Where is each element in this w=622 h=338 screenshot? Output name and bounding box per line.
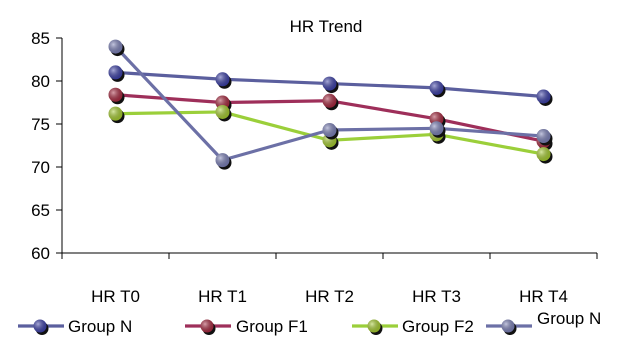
data-point-highlight [536,89,551,104]
data-point-highlight [108,39,123,54]
x-tick-label: HR T2 [305,287,354,306]
legend-label: Group F1 [236,317,308,336]
legend-item: Group N [486,309,601,335]
legend-item: Group N [18,317,132,336]
data-point-highlight [108,106,123,121]
data-point-highlight [322,93,337,108]
data-point-highlight [108,65,123,80]
data-point-highlight [429,80,444,95]
data-point-highlight [322,76,337,91]
data-point-highlight [322,123,337,138]
y-tick-label: 70 [31,158,50,177]
legend-item: Group F2 [352,317,474,336]
y-tick-label: 80 [31,72,50,91]
x-tick-label: HR T3 [412,287,461,306]
series-4 [108,39,553,170]
data-point-highlight [536,129,551,144]
legend-marker-highlight [367,319,381,333]
legend-label: Group F2 [402,317,474,336]
data-point-highlight [536,147,551,162]
legend-marker-highlight [200,319,214,333]
x-tick-label: HR T0 [91,287,140,306]
y-tick-label: 65 [31,201,50,220]
y-tick-label: 60 [31,244,50,263]
series-1 [108,65,553,106]
data-point-highlight [215,72,230,87]
axes: 60 65 70 75 80 85 HR T0 HR T1 HR T2 HR T3 HR T4 [31,29,598,306]
series-layer [108,39,553,170]
data-point-highlight [215,104,230,119]
data-point-highlight [429,121,444,136]
data-point-highlight [108,87,123,102]
legend-label: Group N [68,317,132,336]
chart-title: HR Trend [290,17,363,36]
x-tick-label: HR T1 [198,287,247,306]
y-tick-label: 75 [31,115,50,134]
legend-item: Group F1 [185,317,308,336]
x-tick-label: HR T4 [519,287,568,306]
legend-marker-highlight [33,319,47,333]
legend-marker-highlight [501,319,515,333]
data-point-highlight [215,153,230,168]
legend: Group N Group F1 Group F2 Group N [18,309,601,336]
legend-label: Group N [537,309,601,328]
y-tick-label: 85 [31,29,50,48]
